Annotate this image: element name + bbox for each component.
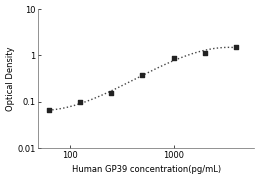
Point (203, 51, 207, 54)
Point (78, 101, 82, 104)
Point (234, 46, 238, 48)
Point (109, 91, 113, 94)
Point (47, 109, 51, 112)
Y-axis label: Optical Density: Optical Density (5, 46, 15, 111)
Point (172, 57, 176, 59)
X-axis label: Human GP39 concentration(pg/mL): Human GP39 concentration(pg/mL) (72, 165, 221, 174)
Point (140, 74, 145, 77)
